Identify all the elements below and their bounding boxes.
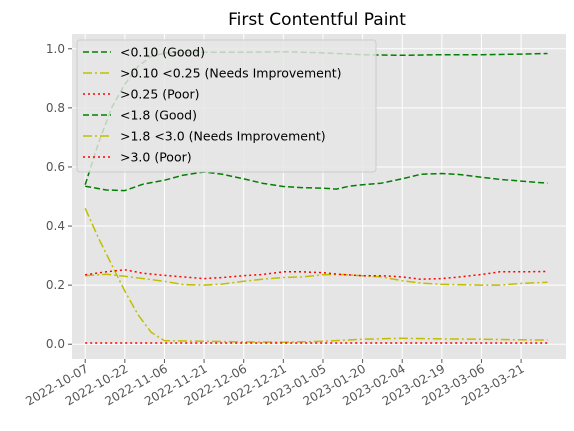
chart-title: First Contentful Paint	[228, 10, 406, 30]
legend-label: >0.10 <0.25 (Needs Improvement)	[120, 66, 342, 81]
legend-label: >1.8 <3.0 (Needs Improvement)	[120, 129, 326, 144]
series-line-2	[84, 207, 548, 343]
series-line-5	[85, 273, 548, 286]
y-axis: 0.0 0.2 0.4 0.6 0.8 1.0	[46, 42, 72, 351]
legend-label: <0.10 (Good)	[120, 45, 205, 60]
y-tick-label: 0.4	[46, 219, 65, 233]
legend-label: >3.0 (Poor)	[120, 150, 192, 165]
series-line-6	[85, 269, 548, 280]
y-tick-label: 1.0	[46, 42, 65, 56]
legend-label: <1.8 (Good)	[120, 108, 197, 123]
y-tick-label: 0.6	[46, 160, 65, 174]
y-tick-label: 0.8	[46, 101, 65, 115]
legend: <0.10 (Good) >0.10 <0.25 (Needs Improveme…	[76, 39, 377, 173]
y-tick-label: 0.0	[46, 337, 65, 351]
series-line-4	[85, 171, 548, 192]
y-tick-label: 0.2	[46, 278, 65, 292]
legend-box	[76, 39, 377, 173]
legend-label: >0.25 (Poor)	[120, 87, 200, 102]
x-axis: 2022-10-072022-10-222022-11-062022-11-21…	[23, 359, 527, 408]
